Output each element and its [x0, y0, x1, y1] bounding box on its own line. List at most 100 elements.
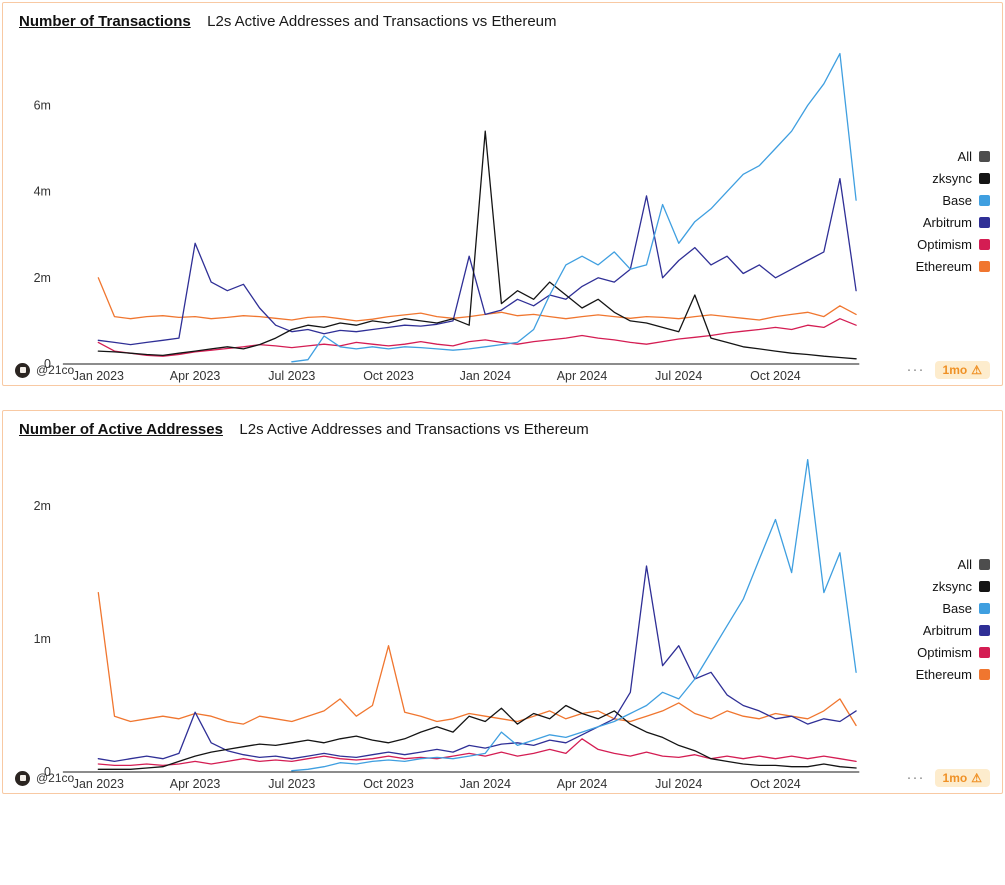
series-line-base	[291, 52, 857, 363]
legend-label: Base	[942, 601, 972, 616]
staleness-badge[interactable]: 1mo ⚠	[934, 769, 990, 787]
series-line-base	[291, 458, 857, 772]
legend-item-base[interactable]: Base	[942, 601, 990, 616]
legend-item-arbitrum[interactable]: Arbitrum	[923, 623, 990, 638]
active-addresses-card: Number of Active Addresses L2s Active Ad…	[2, 410, 1003, 794]
legend-label: Arbitrum	[922, 623, 972, 638]
legend-item-zksync[interactable]: zksync	[932, 579, 990, 594]
legend-swatch-icon	[979, 625, 990, 636]
active-addresses-card-subtitle: L2s Active Addresses and Transactions vs…	[239, 421, 589, 438]
legend-item-ethereum[interactable]: Ethereum	[916, 259, 990, 274]
transactions-card-header: Number of Transactions L2s Active Addres…	[3, 3, 1002, 31]
active-addresses-card-title: Number of Active Addresses	[19, 421, 223, 438]
svg-text:2m: 2m	[34, 499, 51, 513]
svg-text:Jul 2024: Jul 2024	[655, 369, 702, 383]
legend-swatch-icon	[979, 217, 990, 228]
legend-label: Ethereum	[915, 259, 972, 274]
legend-swatch-icon	[979, 173, 990, 184]
legend-swatch-icon	[979, 581, 990, 592]
legend-label: Optimism	[917, 237, 972, 252]
series-line-optimism	[97, 318, 857, 357]
avatar-glyph	[19, 775, 26, 781]
dashboard-page: Number of Transactions L2s Active Addres…	[2, 2, 1003, 794]
legend-swatch-icon	[979, 669, 990, 680]
author-credit: @21co	[15, 362, 75, 378]
svg-text:Jul 2023: Jul 2023	[268, 369, 315, 383]
transactions-line-chart: 0 2m 4m 6m Jan 2023 Apr 2023 Jul 2023 Oct 2023 J…	[34, 52, 860, 383]
legend-swatch-icon	[979, 603, 990, 614]
svg-text:Jan 2024: Jan 2024	[460, 777, 511, 791]
author-credit: @21co	[15, 770, 75, 786]
svg-text:6m: 6m	[34, 98, 51, 112]
staleness-badge[interactable]: 1mo ⚠	[934, 361, 990, 379]
legend-item-base[interactable]: Base	[942, 193, 990, 208]
series-line-ethereum	[97, 277, 857, 322]
transactions-card-title: Number of Transactions	[19, 13, 191, 30]
transactions-card: Number of Transactions L2s Active Addres…	[2, 2, 1003, 386]
legend-label: zksync	[932, 171, 972, 186]
series-line-ethereum	[97, 591, 857, 727]
svg-text:Jul 2023: Jul 2023	[268, 777, 315, 791]
staleness-badge-label: 1mo	[942, 771, 968, 785]
legend-swatch-icon	[979, 559, 990, 570]
transactions-card-footer: @21co ··· 1mo ⚠	[15, 361, 990, 379]
transactions-card-subtitle: L2s Active Addresses and Transactions vs…	[207, 13, 557, 30]
active-addresses-line-chart: 0 1m 2m Jan 2023 Apr 2023 Jul 2023 Oct 2023 Jan…	[34, 458, 860, 791]
legend-label: All	[957, 557, 972, 572]
legend-item-arbitrum[interactable]: Arbitrum	[923, 215, 990, 230]
series-line-zksync	[97, 704, 857, 770]
legend-swatch-icon	[979, 151, 990, 162]
svg-text:Jan 2023: Jan 2023	[73, 777, 124, 791]
author-handle: @21co	[36, 771, 75, 785]
series-line-zksync	[97, 130, 857, 360]
legend-item-optimism[interactable]: Optimism	[917, 237, 990, 252]
svg-text:1m: 1m	[34, 632, 51, 646]
transactions-legend: All zksync Base Arbitrum Optimism Ethereum	[916, 149, 990, 274]
legend-swatch-icon	[979, 239, 990, 250]
legend-item-optimism[interactable]: Optimism	[917, 645, 990, 660]
svg-text:Oct 2023: Oct 2023	[363, 369, 414, 383]
legend-label: Arbitrum	[922, 215, 972, 230]
legend-item-all[interactable]: All	[958, 149, 990, 164]
legend-item-zksync[interactable]: zksync	[932, 171, 990, 186]
svg-text:Apr 2024: Apr 2024	[557, 777, 608, 791]
svg-text:Jan 2023: Jan 2023	[73, 369, 124, 383]
more-menu-icon[interactable]: ···	[906, 361, 925, 378]
author-handle: @21co	[36, 363, 75, 377]
staleness-badge-label: 1mo	[942, 363, 968, 377]
legend-label: All	[957, 149, 972, 164]
svg-text:Apr 2024: Apr 2024	[557, 369, 608, 383]
legend-swatch-icon	[979, 195, 990, 206]
author-avatar-icon	[15, 362, 30, 378]
svg-text:2m: 2m	[34, 271, 51, 285]
svg-text:Apr 2023: Apr 2023	[170, 369, 221, 383]
series-line-arbitrum	[97, 565, 857, 763]
warning-icon: ⚠	[971, 771, 982, 785]
series-line-arbitrum	[97, 177, 857, 346]
legend-label: Optimism	[917, 645, 972, 660]
svg-text:0: 0	[44, 357, 51, 371]
svg-text:Oct 2024: Oct 2024	[750, 777, 801, 791]
author-avatar-icon	[15, 770, 30, 786]
active-addresses-card-footer: @21co ··· 1mo ⚠	[15, 769, 990, 787]
legend-item-all[interactable]: All	[958, 557, 990, 572]
legend-item-ethereum[interactable]: Ethereum	[916, 667, 990, 682]
active-addresses-card-header: Number of Active Addresses L2s Active Ad…	[3, 411, 1002, 439]
avatar-glyph	[19, 367, 26, 373]
warning-icon: ⚠	[971, 363, 982, 377]
svg-text:Oct 2023: Oct 2023	[363, 777, 414, 791]
legend-label: Base	[942, 193, 972, 208]
svg-text:0: 0	[44, 765, 51, 779]
svg-text:Jan 2024: Jan 2024	[460, 369, 511, 383]
legend-swatch-icon	[979, 261, 990, 272]
footer-actions: ··· 1mo ⚠	[907, 769, 990, 787]
legend-label: zksync	[932, 579, 972, 594]
svg-text:Apr 2023: Apr 2023	[170, 777, 221, 791]
svg-text:4m: 4m	[34, 185, 51, 199]
footer-actions: ··· 1mo ⚠	[907, 361, 990, 379]
active-addresses-legend: All zksync Base Arbitrum Optimism Ethereum	[916, 557, 990, 682]
legend-swatch-icon	[979, 647, 990, 658]
svg-text:Oct 2024: Oct 2024	[750, 369, 801, 383]
more-menu-icon[interactable]: ···	[906, 769, 925, 786]
svg-text:Jul 2024: Jul 2024	[655, 777, 702, 791]
